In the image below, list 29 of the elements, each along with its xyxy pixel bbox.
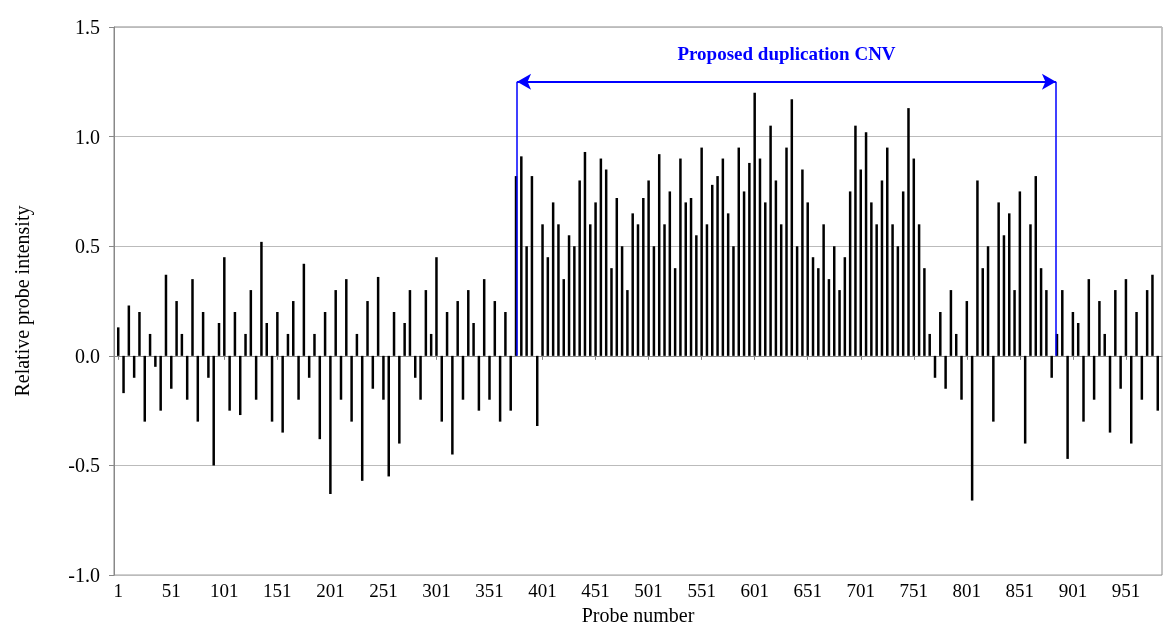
- x-tick-label: 801: [952, 580, 982, 602]
- x-tick-label: 151: [263, 580, 292, 602]
- x-tick-label: 901: [1058, 580, 1088, 602]
- y-tick-label: -0.5: [68, 454, 100, 477]
- x-tick-label: 601: [740, 580, 769, 602]
- y-axis-title: Relative probe intensity: [11, 205, 34, 397]
- x-tick-label: 251: [369, 580, 398, 602]
- x-tick-label: 401: [528, 580, 557, 602]
- x-tick-label: 51: [161, 580, 181, 602]
- x-tick-label: 551: [687, 580, 716, 602]
- annotation: Proposed duplication CNV: [677, 43, 896, 65]
- y-tick-label: 1.0: [75, 125, 100, 148]
- x-tick-label: 101: [210, 580, 239, 602]
- x-tick-label: 201: [316, 580, 345, 602]
- x-tick-label: 701: [846, 580, 875, 602]
- x-tick-label: 751: [899, 580, 929, 602]
- x-tick-label: 351: [475, 580, 504, 602]
- y-tick-label: 1.5: [75, 16, 100, 38]
- x-tick-label: 651: [793, 580, 822, 602]
- x-tick-label: 501: [634, 580, 663, 602]
- y-tick-label: 0.5: [75, 235, 100, 258]
- x-tick-label: 951: [1111, 580, 1141, 602]
- y-tick-label: 0.0: [75, 344, 100, 367]
- x-tick-label: 1: [113, 580, 123, 602]
- x-tick-label: 451: [581, 580, 610, 602]
- x-tick-label: 301: [422, 580, 451, 602]
- x-axis-title: Probe number: [581, 604, 695, 626]
- y-tick-label: -1.0: [68, 564, 100, 587]
- x-tick-label: 851: [1005, 580, 1035, 602]
